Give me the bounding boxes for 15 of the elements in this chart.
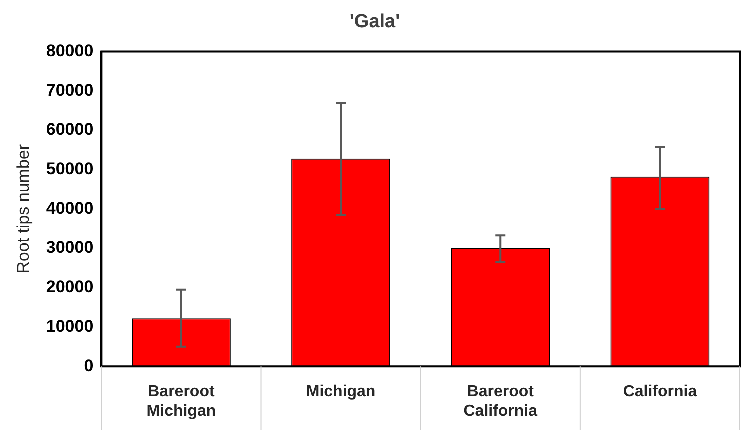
x-tick-label: Bareroot Michigan — [146, 384, 216, 420]
y-tick-label: 10000 — [46, 316, 94, 336]
x-tick-label: California — [623, 384, 698, 401]
y-tick-label: 50000 — [46, 160, 94, 179]
x-tick-label: Michigan — [306, 384, 376, 401]
chart-title: 'Gala' — [350, 12, 400, 33]
x-tick-label: Bareroot California — [464, 384, 538, 420]
y-tick-label: 20000 — [46, 278, 94, 297]
y-tick-label: 80000 — [46, 41, 94, 60]
y-tick-label: 60000 — [46, 120, 94, 140]
y-tick-label: 40000 — [46, 198, 94, 218]
y-tick-label: 30000 — [46, 238, 94, 258]
y-tick-label: 70000 — [46, 80, 94, 100]
y-tick-label: 0 — [84, 356, 94, 376]
y-axis-title: Root tips number — [14, 144, 33, 274]
